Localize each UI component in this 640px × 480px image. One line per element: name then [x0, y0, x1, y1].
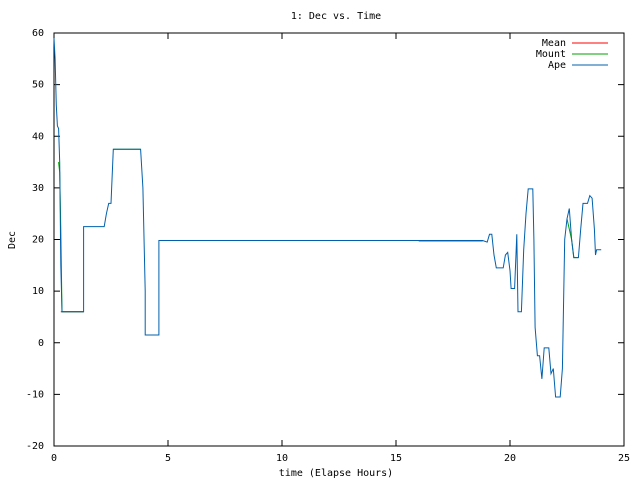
data-line	[53, 38, 602, 398]
chart-title: 1: Dec vs. Time	[291, 11, 381, 22]
data-line	[58, 148, 579, 313]
y-axis-label: Dec	[7, 231, 18, 249]
y-tick-label: 0	[38, 338, 44, 349]
y-tick-label: 60	[32, 28, 44, 39]
y-tick-label: 30	[32, 183, 44, 194]
legend-label: Ape	[548, 60, 566, 71]
x-tick-label: 20	[504, 453, 516, 464]
y-tick-label: 20	[32, 235, 44, 246]
x-axis-label: time (Elapse Hours)	[279, 468, 393, 479]
x-tick-label: 15	[390, 453, 402, 464]
legend-label: Mean	[542, 38, 566, 49]
x-tick-label: 25	[618, 453, 630, 464]
data-line	[60, 240, 483, 313]
y-tick-label: 50	[32, 80, 44, 91]
y-tick-label: -20	[26, 441, 44, 452]
x-tick-label: 0	[51, 453, 57, 464]
y-tick-label: -10	[26, 389, 44, 400]
x-tick-label: 5	[165, 453, 171, 464]
y-tick-label: 40	[32, 131, 44, 142]
legend-label: Mount	[536, 49, 566, 60]
x-tick-label: 10	[276, 453, 288, 464]
plot-border	[53, 32, 625, 447]
y-tick-label: 10	[32, 286, 44, 297]
